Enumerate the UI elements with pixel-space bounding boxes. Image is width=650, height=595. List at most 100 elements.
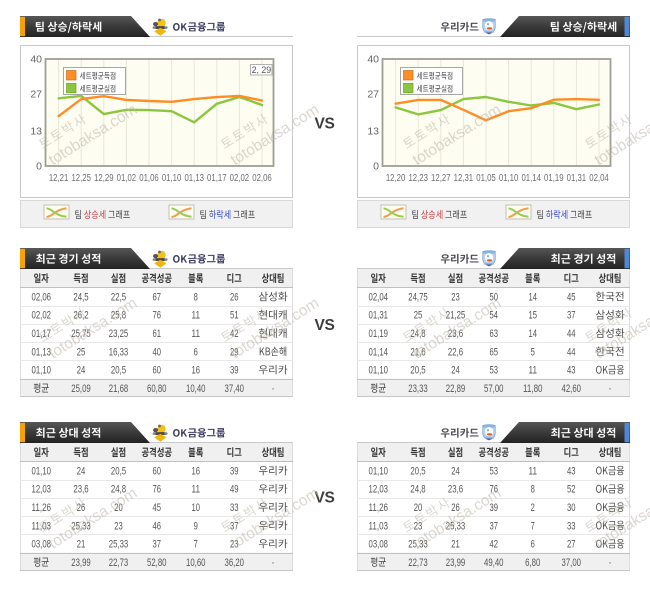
svg-text:20: 20	[114, 502, 123, 514]
svg-text:02,06: 02,06	[32, 291, 52, 303]
svg-text:20,5: 20,5	[111, 365, 126, 377]
svg-text:12,23: 12,23	[408, 173, 428, 184]
svg-text:10,60: 10,60	[186, 557, 206, 569]
svg-text:12,29: 12,29	[94, 173, 114, 184]
svg-text:01,13: 01,13	[184, 173, 204, 184]
svg-text:51: 51	[230, 310, 239, 322]
svg-text:22,89: 22,89	[446, 383, 466, 395]
svg-text:40: 40	[153, 346, 162, 358]
svg-text:22,6: 22,6	[448, 346, 463, 358]
svg-text:49,40: 49,40	[484, 557, 504, 569]
svg-text:11,26: 11,26	[369, 502, 389, 514]
svg-text:6,80: 6,80	[525, 557, 540, 569]
svg-text:01,10: 01,10	[32, 365, 52, 377]
svg-text:61: 61	[153, 328, 162, 340]
svg-text:21,6: 21,6	[410, 346, 425, 358]
svg-text:20,5: 20,5	[111, 465, 126, 477]
svg-text:11,26: 11,26	[32, 502, 52, 514]
svg-text:01,02: 01,02	[117, 173, 137, 184]
svg-text:52,80: 52,80	[147, 557, 167, 569]
svg-text:16: 16	[192, 365, 201, 377]
svg-text:25,75: 25,75	[71, 328, 91, 340]
svg-text:12,27: 12,27	[431, 173, 451, 184]
svg-text:6: 6	[194, 346, 198, 358]
svg-text:01,14: 01,14	[369, 346, 389, 358]
svg-text:6: 6	[531, 539, 535, 551]
svg-text:22,73: 22,73	[109, 557, 129, 569]
svg-text:29: 29	[230, 346, 239, 358]
svg-text:50: 50	[490, 291, 499, 303]
svg-text:01,31: 01,31	[567, 173, 587, 184]
svg-text:totobaksa.com: totobaksa.com	[228, 485, 323, 553]
svg-text:40: 40	[30, 54, 42, 66]
svg-text:42: 42	[490, 539, 499, 551]
svg-text:24,8: 24,8	[111, 484, 126, 496]
svg-text:43: 43	[567, 465, 576, 477]
svg-text:10,40: 10,40	[186, 383, 206, 395]
svg-text:8: 8	[194, 291, 198, 303]
svg-text:11,80: 11,80	[523, 383, 543, 395]
svg-text:23,6: 23,6	[448, 484, 463, 496]
svg-text:63: 63	[490, 328, 499, 340]
svg-text:11,03: 11,03	[369, 520, 389, 532]
svg-text:39: 39	[490, 502, 499, 514]
svg-text:24: 24	[451, 465, 460, 477]
svg-text:25,09: 25,09	[71, 383, 91, 395]
svg-text:57,00: 57,00	[484, 383, 504, 395]
svg-text:·: ·	[271, 383, 275, 395]
svg-text:39: 39	[230, 465, 239, 477]
svg-text:11: 11	[529, 365, 538, 377]
svg-text:02,06: 02,06	[252, 173, 272, 184]
svg-text:37: 37	[153, 539, 162, 551]
svg-text:16: 16	[192, 465, 201, 477]
svg-text:26: 26	[230, 291, 239, 303]
svg-text:12,03: 12,03	[369, 484, 389, 496]
svg-text:25,33: 25,33	[109, 539, 129, 551]
svg-text:13: 13	[30, 126, 42, 138]
svg-text:14: 14	[529, 328, 538, 340]
svg-text:7: 7	[194, 539, 198, 551]
svg-text:33: 33	[230, 502, 239, 514]
svg-text:2: 2	[531, 502, 535, 514]
svg-text:03,08: 03,08	[32, 539, 52, 551]
svg-text:23,6: 23,6	[73, 484, 88, 496]
svg-text:25,33: 25,33	[71, 520, 91, 532]
svg-text:27: 27	[567, 539, 576, 551]
svg-text:23,33: 23,33	[408, 383, 428, 395]
svg-text:27: 27	[30, 88, 42, 100]
svg-text:76: 76	[153, 310, 162, 322]
svg-text:53: 53	[490, 365, 499, 377]
svg-text:20,5: 20,5	[410, 465, 425, 477]
svg-text:11: 11	[529, 465, 538, 477]
svg-text:03,08: 03,08	[369, 539, 389, 551]
svg-text:12,25: 12,25	[71, 173, 91, 184]
svg-text:25,33: 25,33	[408, 539, 428, 551]
svg-text:49: 49	[230, 484, 239, 496]
svg-text:60: 60	[153, 365, 162, 377]
svg-text:16,33: 16,33	[109, 346, 129, 358]
svg-text:·: ·	[608, 557, 612, 569]
svg-text:76: 76	[490, 484, 499, 496]
svg-text:36,20: 36,20	[225, 557, 245, 569]
svg-text:02,04: 02,04	[369, 291, 389, 303]
svg-text:VS: VS	[315, 317, 335, 334]
svg-text:12,31: 12,31	[454, 173, 474, 184]
svg-text:33: 33	[567, 520, 576, 532]
svg-text:22,73: 22,73	[408, 557, 428, 569]
svg-text:52: 52	[567, 484, 576, 496]
svg-text:25,8: 25,8	[111, 310, 126, 322]
svg-text:44: 44	[567, 328, 576, 340]
svg-text:23: 23	[230, 539, 239, 551]
svg-text:24: 24	[77, 365, 86, 377]
svg-text:9: 9	[194, 520, 198, 532]
svg-text:42,60: 42,60	[562, 383, 582, 395]
svg-text:40: 40	[367, 54, 379, 66]
svg-text:10: 10	[192, 502, 201, 514]
svg-text:01,14: 01,14	[521, 173, 541, 184]
svg-text:53: 53	[490, 465, 499, 477]
svg-text:23,99: 23,99	[446, 557, 466, 569]
svg-text:0: 0	[373, 161, 379, 173]
svg-text:27: 27	[367, 88, 379, 100]
svg-text:8: 8	[531, 484, 535, 496]
svg-text:45: 45	[153, 502, 162, 514]
